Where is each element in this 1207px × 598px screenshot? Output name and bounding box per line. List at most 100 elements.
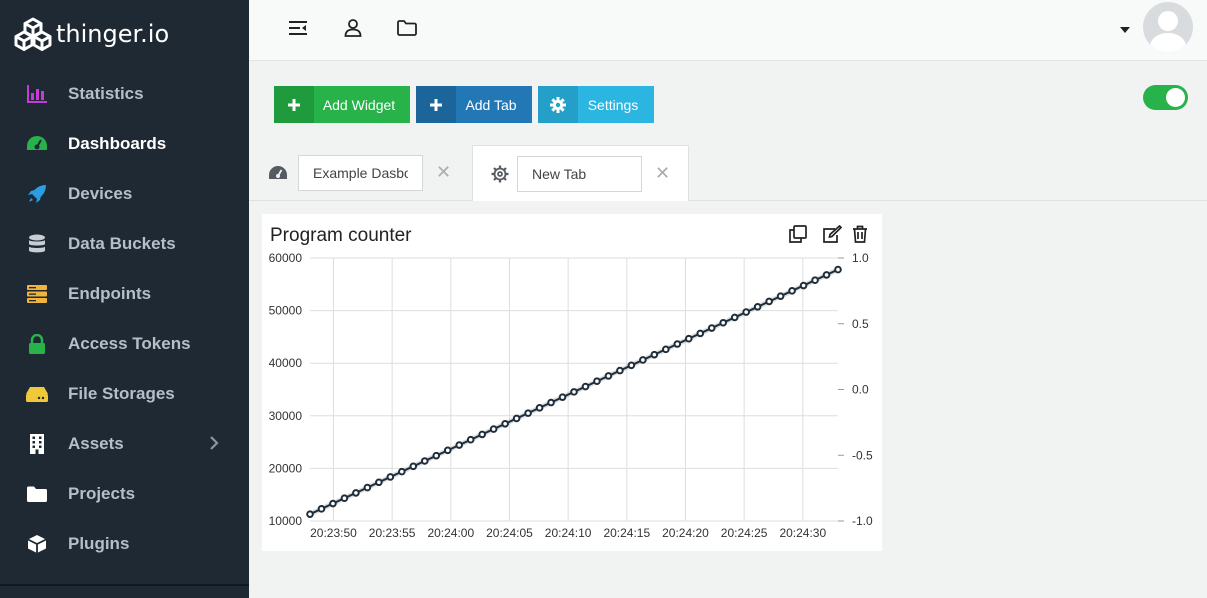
tab-name-input[interactable] — [298, 155, 423, 191]
data-point — [673, 340, 682, 348]
sidebar-toggle-icon[interactable] — [287, 17, 309, 39]
data-point — [409, 462, 418, 471]
x-tick-label: 20:23:50 — [310, 526, 357, 540]
sidebar-item-statistics[interactable]: Statistics — [0, 69, 249, 119]
sidebar-item-assets[interactable]: Assets — [0, 419, 249, 469]
plus-icon — [416, 86, 456, 123]
avatar-icon[interactable] — [1143, 2, 1193, 52]
data-point — [822, 271, 831, 279]
user-menu-caret-icon[interactable] — [1120, 27, 1130, 33]
gauge-icon — [268, 163, 288, 183]
x-tick-label: 20:24:15 — [603, 526, 650, 540]
data-point — [627, 361, 636, 370]
sidebar-item-endpoints[interactable]: Endpoints — [0, 269, 249, 319]
add-widget-button[interactable]: Add Widget — [274, 86, 410, 123]
y-right-tick-label: -1.0 — [852, 514, 873, 528]
sidebar-item-label: Dashboards — [68, 134, 167, 153]
sidebar-item-data-buckets[interactable]: Data Buckets — [0, 219, 249, 269]
data-point — [616, 366, 624, 375]
sidebar-item-projects[interactable]: Projects — [0, 469, 249, 519]
data-point — [329, 499, 337, 508]
sidebar-item-label: Plugins — [68, 534, 130, 553]
brand-name: thinger.io — [56, 20, 170, 48]
sidebar-item-file-storages[interactable]: File Storages — [0, 369, 249, 419]
y-left-tick-label: 60000 — [269, 251, 303, 265]
data-point — [535, 404, 544, 412]
settings-button[interactable]: Settings — [538, 86, 654, 123]
y-left-tick-label: 30000 — [269, 409, 303, 423]
x-tick-label: 20:24:10 — [545, 526, 592, 540]
data-point — [593, 377, 601, 386]
y-left-tick-label: 20000 — [269, 461, 303, 475]
x-tick-label: 20:24:25 — [721, 526, 768, 540]
chevron-right-icon — [209, 436, 219, 455]
tab-example-dashboard[interactable]: ✕ — [256, 145, 470, 201]
add-tab-label: Add Tab — [465, 96, 517, 113]
data-point — [742, 308, 750, 316]
edit-icon[interactable] — [821, 223, 843, 245]
sidebar-item-access-tokens[interactable]: Access Tokens — [0, 319, 249, 369]
sidebar-item-label: Devices — [68, 184, 133, 203]
y-right-tick-label: 0.5 — [852, 317, 869, 331]
folder-icon[interactable] — [396, 17, 418, 39]
data-point — [501, 419, 509, 428]
x-tick-label: 20:24:30 — [779, 526, 826, 540]
data-point — [547, 398, 555, 407]
x-tick-label: 20:23:55 — [369, 526, 416, 540]
folder-icon — [26, 483, 48, 505]
lock-icon — [26, 333, 48, 355]
sidebar-item-label: File Storages — [68, 384, 175, 403]
hdd-icon — [26, 383, 48, 405]
data-point — [776, 292, 785, 300]
data-point — [707, 324, 716, 332]
data-point — [524, 409, 532, 417]
data-point — [317, 505, 326, 513]
building-icon — [26, 433, 48, 455]
server-icon — [26, 283, 48, 305]
gauge-icon — [26, 133, 48, 155]
sidebar-nav: Statistics Dashboards Devices Data Bucke… — [0, 69, 249, 569]
tab-name-input[interactable] — [517, 156, 642, 192]
data-point — [489, 425, 498, 433]
data-point — [684, 334, 693, 343]
data-point — [352, 489, 360, 497]
add-tab-button[interactable]: Add Tab — [416, 86, 532, 123]
chart-widget: Program counter 60000 50000 40000 30000 2000… — [262, 214, 882, 551]
data-point — [455, 441, 464, 449]
sidebar-item-plugins[interactable]: Plugins — [0, 519, 249, 569]
sidebar-item-dashboards[interactable]: Dashboards — [0, 119, 249, 169]
toggle-knob — [1166, 88, 1185, 107]
data-point — [730, 313, 739, 322]
widget-title: Program counter — [270, 225, 412, 246]
dashboard-toggle[interactable] — [1143, 85, 1188, 110]
data-point — [799, 281, 808, 290]
data-point — [765, 297, 773, 306]
brand[interactable]: thinger.io — [14, 14, 169, 54]
data-point — [306, 510, 314, 518]
duplicate-icon[interactable] — [787, 223, 809, 245]
data-point — [650, 350, 659, 359]
data-point — [604, 372, 613, 380]
topbar — [249, 0, 1207, 61]
tab-new-tab[interactable]: ✕ — [472, 145, 689, 201]
sidebar-item-label: Access Tokens — [68, 334, 191, 353]
trash-icon[interactable] — [849, 223, 871, 245]
rocket-icon — [26, 183, 48, 205]
sidebar-item-label: Data Buckets — [68, 234, 176, 253]
data-point — [363, 483, 372, 492]
sidebar-item-devices[interactable]: Devices — [0, 169, 249, 219]
data-point — [443, 446, 452, 455]
close-icon[interactable]: ✕ — [436, 162, 452, 182]
data-point — [512, 414, 521, 423]
y-left-tick-label: 40000 — [269, 356, 303, 370]
sidebar-divider — [0, 584, 249, 586]
data-point — [834, 265, 842, 274]
data-point — [466, 435, 475, 444]
data-point — [570, 388, 578, 396]
sidebar: thinger.io Statistics Dashboards Devices… — [0, 0, 249, 598]
data-point — [788, 287, 796, 295]
user-icon[interactable] — [342, 17, 364, 39]
data-point — [432, 451, 441, 460]
close-icon[interactable]: ✕ — [655, 163, 671, 183]
data-point — [420, 457, 429, 465]
